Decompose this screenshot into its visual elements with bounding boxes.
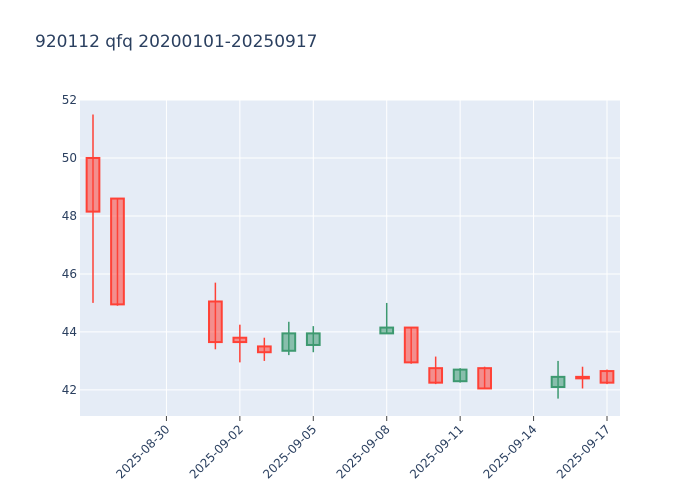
candle xyxy=(379,302,395,335)
y-tick-label: 46 xyxy=(62,267,77,281)
x-tick-label: 2025-09-11 xyxy=(407,422,466,481)
candle-body xyxy=(403,326,419,364)
candle-body xyxy=(85,156,101,213)
x-tick-label: 2025-09-14 xyxy=(480,422,539,481)
candle-body xyxy=(232,336,248,344)
chart-title: 920112 qfq 20200101-20250917 xyxy=(35,32,318,52)
x-axis: 2025-08-30 2025-09-02 2025-09-05 2025-09-08… xyxy=(113,416,613,481)
candle-body xyxy=(477,367,492,390)
candle xyxy=(281,321,297,356)
candle-body xyxy=(575,375,590,380)
candle-body xyxy=(256,345,272,354)
candle-body xyxy=(428,367,444,384)
x-tick-label: 2025-09-02 xyxy=(187,422,246,481)
candle xyxy=(599,369,615,385)
x-tick-label: 2025-09-05 xyxy=(260,422,319,481)
candle xyxy=(305,326,321,353)
x-tick-label: 2025-08-30 xyxy=(113,422,172,481)
candle xyxy=(208,282,223,350)
candle-body xyxy=(110,197,125,306)
grid-lines xyxy=(80,99,620,416)
candle-body xyxy=(379,326,395,335)
y-tick-label: 52 xyxy=(62,93,77,107)
plot-area xyxy=(80,100,620,416)
y-tick-label: 50 xyxy=(62,151,77,165)
candle xyxy=(575,366,590,389)
y-tick-label: 42 xyxy=(62,383,77,397)
candle-body xyxy=(208,300,223,344)
y-tick-label: 44 xyxy=(62,325,77,339)
candle xyxy=(110,197,125,306)
candle xyxy=(85,114,101,303)
candle xyxy=(403,326,419,364)
candle-body xyxy=(550,375,566,389)
candles xyxy=(85,114,615,399)
candle-body xyxy=(305,332,321,346)
candle xyxy=(477,366,492,390)
candle xyxy=(550,360,566,399)
candle xyxy=(256,337,272,361)
candle xyxy=(232,324,248,363)
y-tick-label: 48 xyxy=(62,209,77,223)
candle-body xyxy=(452,368,468,383)
candle xyxy=(452,368,468,383)
candle xyxy=(428,356,444,385)
x-tick-label: 2025-09-17 xyxy=(554,422,613,481)
x-tick-label: 2025-09-08 xyxy=(334,422,393,481)
candle-body xyxy=(281,332,297,352)
candle-body xyxy=(599,370,615,384)
y-axis: 42 44 46 48 50 52 xyxy=(62,93,77,397)
